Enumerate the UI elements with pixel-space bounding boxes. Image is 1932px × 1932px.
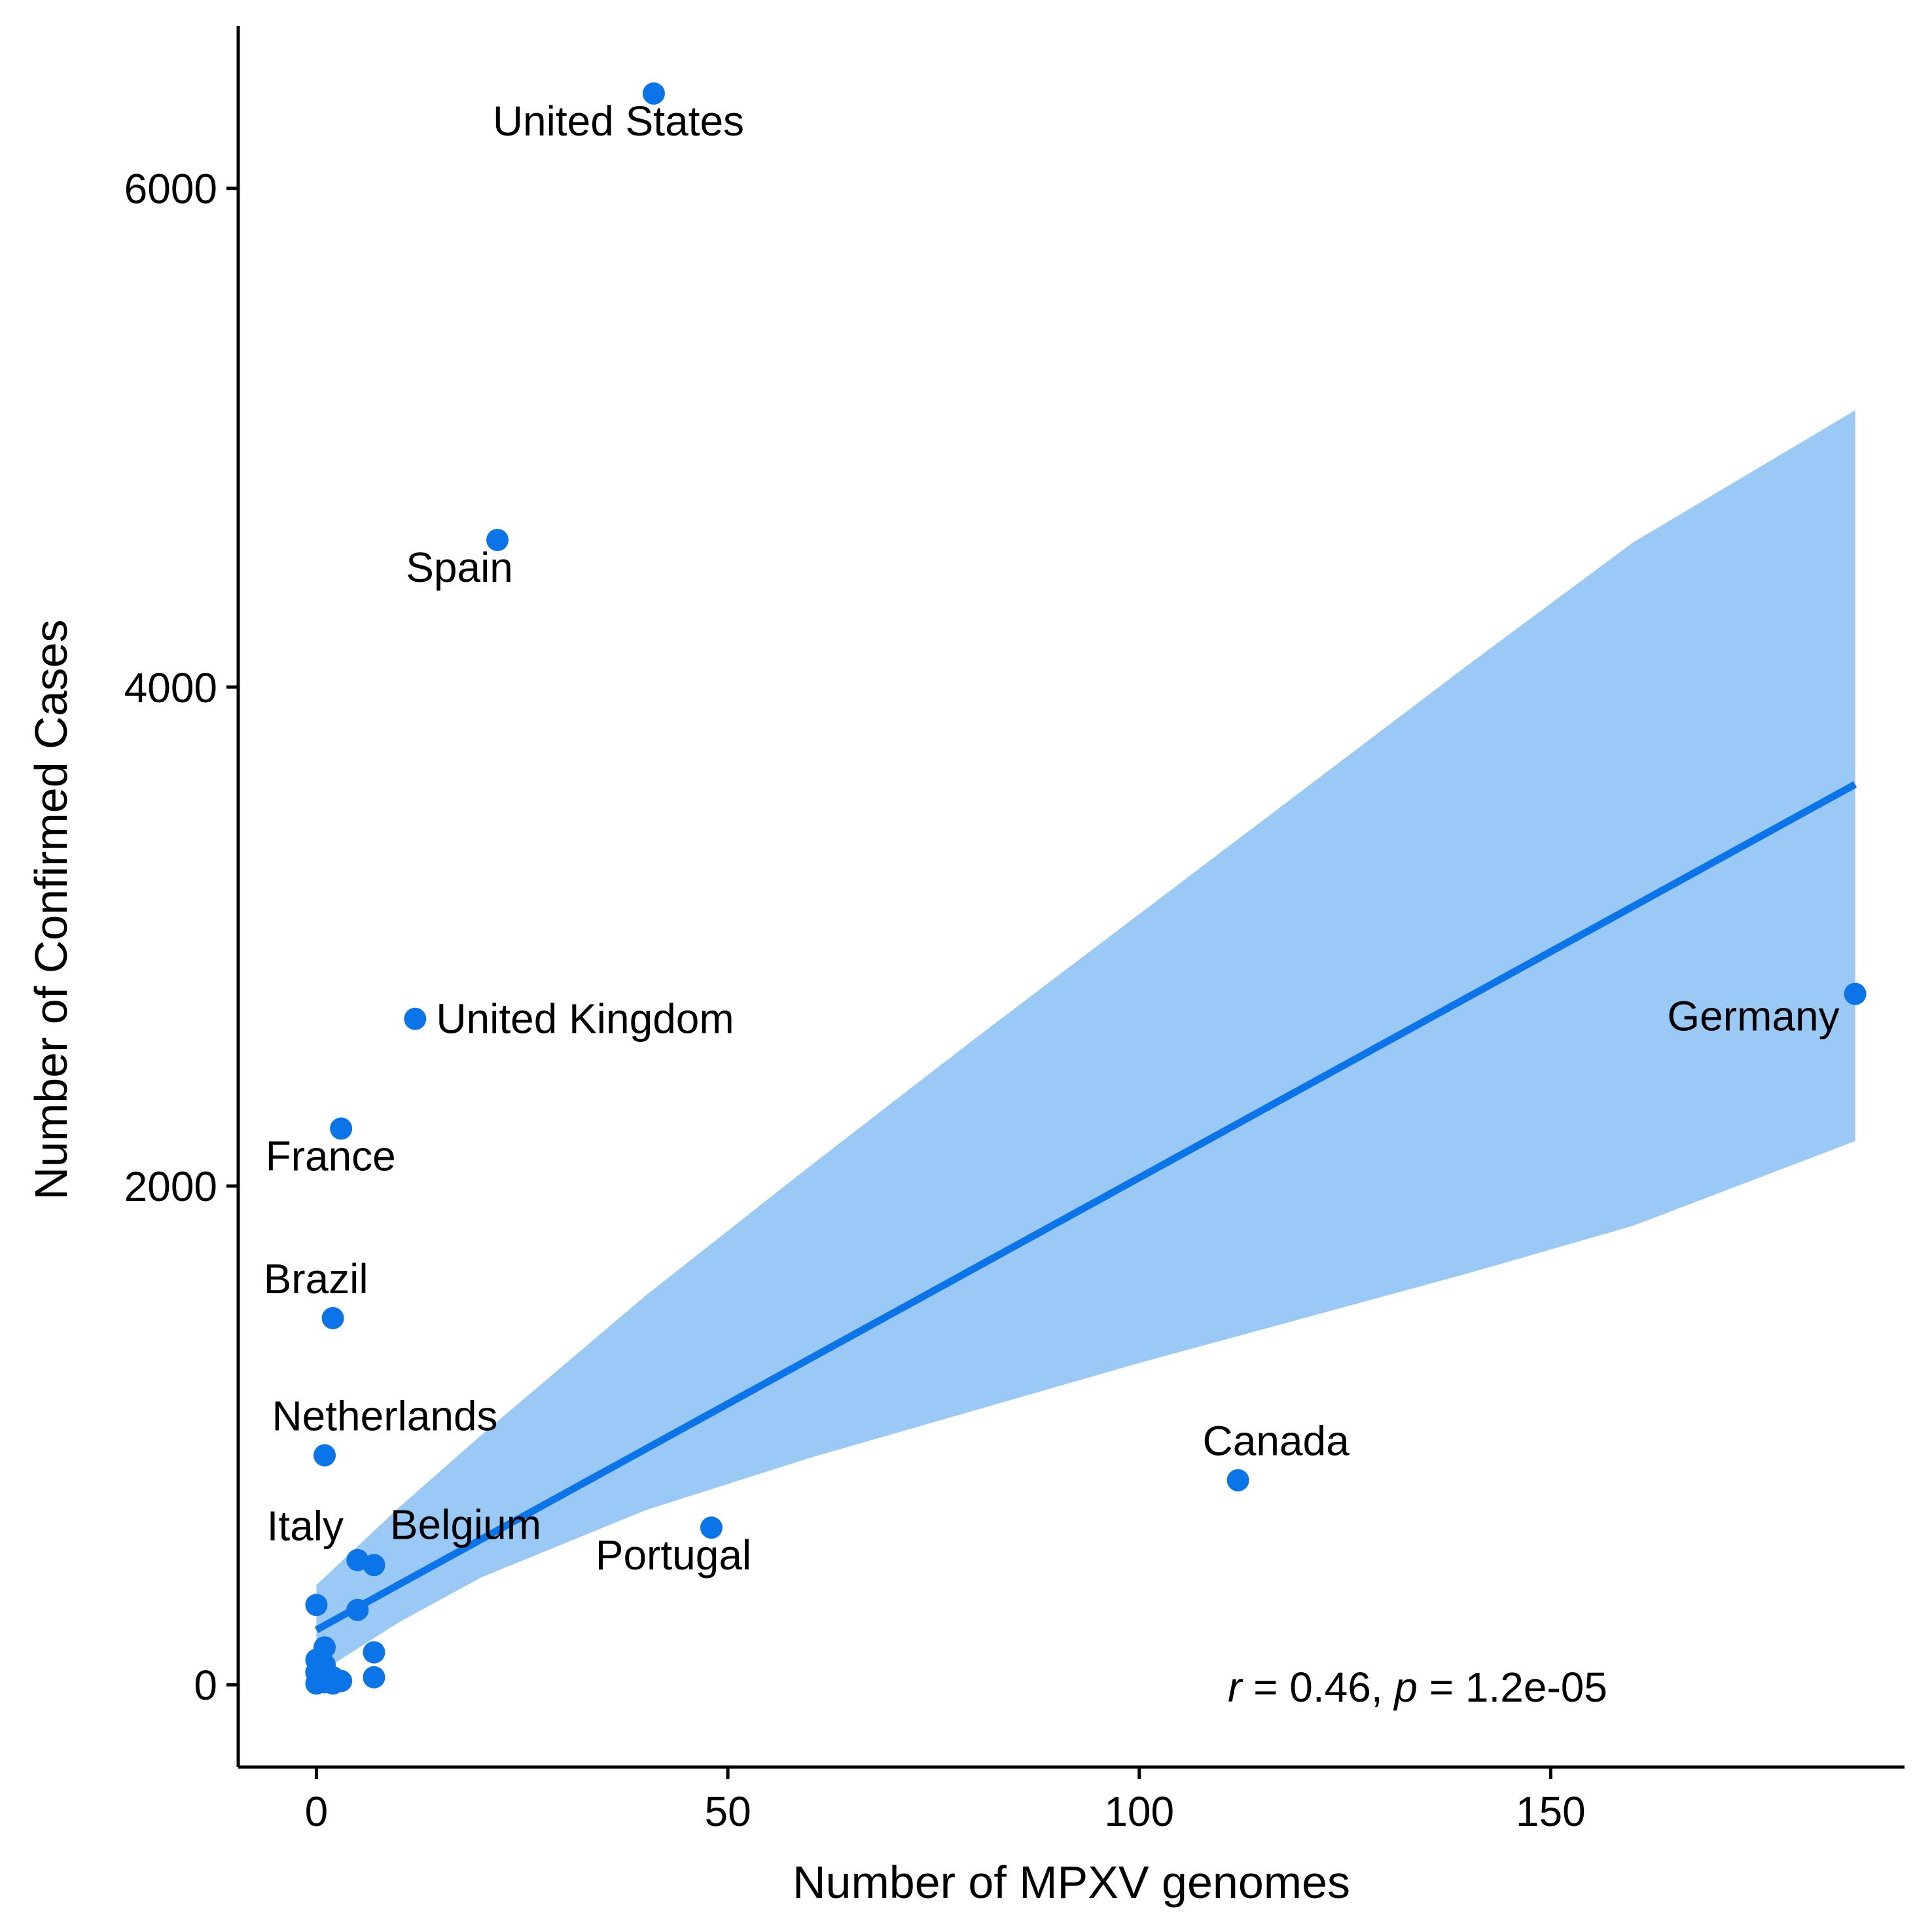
axes: 0 50 100 150 0 2000 4000 6000 <box>124 26 1905 1835</box>
data-points-layer <box>305 82 1867 1695</box>
point-label: United Kingdom <box>436 995 734 1043</box>
data-point <box>700 1516 723 1539</box>
p-value: = 1.2e-05 <box>1418 1664 1607 1711</box>
y-axis-title: Number of Confirmed Cases <box>26 620 77 1200</box>
point-labels-layer: United States Spain United Kingdom France Br… <box>264 98 1840 1579</box>
data-point <box>486 529 509 552</box>
x-tick-label: 50 <box>704 1788 751 1835</box>
r-value: = 0.46, <box>1242 1664 1394 1711</box>
x-tick-label: 0 <box>305 1788 329 1835</box>
fit-line-layer <box>314 781 1857 1634</box>
confidence-band-layer <box>316 410 1855 1675</box>
r-symbol: r <box>1228 1664 1243 1711</box>
point-label: Spain <box>406 544 513 591</box>
p-symbol: p <box>1393 1664 1418 1711</box>
data-point <box>305 1594 328 1617</box>
point-label: Brazil <box>264 1255 368 1302</box>
data-point <box>330 1117 353 1140</box>
x-tick-label: 100 <box>1104 1788 1174 1835</box>
point-label: Belgium <box>390 1501 541 1548</box>
point-label: Canada <box>1203 1418 1350 1465</box>
point-label: Italy <box>267 1503 344 1550</box>
point-label: France <box>266 1132 396 1179</box>
confidence-band <box>316 410 1855 1675</box>
x-axis-ticks: 0 50 100 150 <box>305 1767 1586 1835</box>
x-tick-label: 150 <box>1516 1788 1586 1835</box>
data-point <box>313 1444 336 1467</box>
point-label: Netherlands <box>272 1393 497 1440</box>
point-label: United States <box>493 98 744 145</box>
y-tick-label: 2000 <box>124 1163 217 1210</box>
point-label: Portugal <box>596 1531 751 1579</box>
y-tick-label: 4000 <box>124 664 217 711</box>
data-point <box>404 1007 427 1030</box>
data-point <box>1226 1469 1249 1492</box>
y-tick-label: 0 <box>194 1662 217 1709</box>
y-tick-label: 6000 <box>124 166 217 213</box>
y-axis-ticks: 0 2000 4000 6000 <box>124 166 238 1709</box>
regression-line <box>314 781 1857 1634</box>
data-point <box>321 1307 344 1330</box>
data-point <box>642 82 665 105</box>
data-point <box>363 1554 385 1577</box>
point-label: Germany <box>1667 993 1839 1040</box>
data-point <box>321 1672 344 1695</box>
correlation-annotation: r = 0.46, p = 1.2e-05 <box>1228 1664 1607 1711</box>
x-axis-title: Number of MPXV genomes <box>793 1857 1350 1908</box>
data-point <box>305 1672 328 1695</box>
data-point <box>363 1666 385 1689</box>
data-point <box>346 1598 369 1621</box>
data-point <box>363 1641 385 1664</box>
data-point <box>1844 982 1867 1005</box>
